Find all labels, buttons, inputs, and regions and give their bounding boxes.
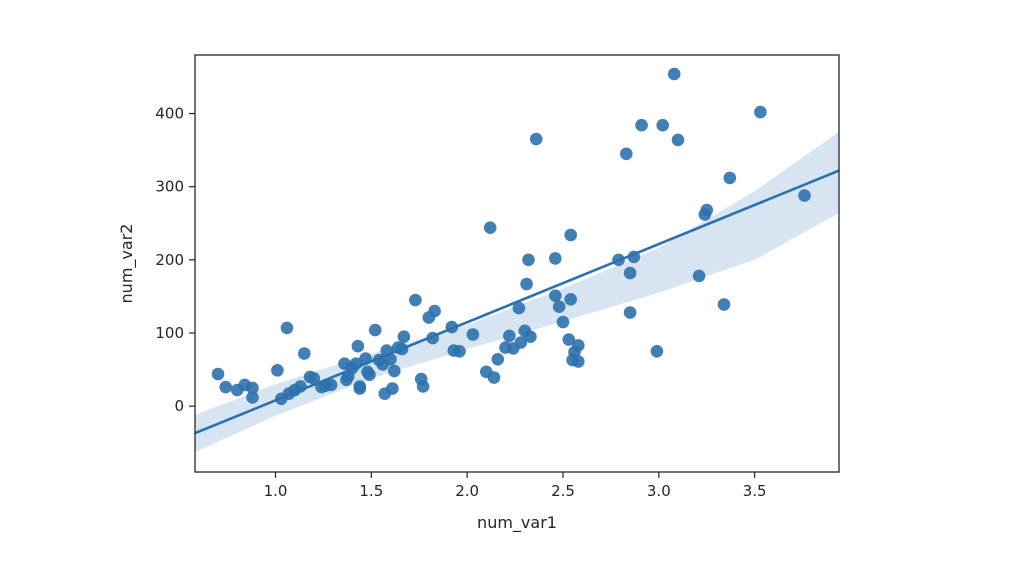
data-point — [280, 321, 294, 335]
data-point — [552, 300, 566, 314]
data-point — [416, 380, 430, 393]
data-point — [298, 347, 311, 360]
x-tick-label: 2.5 — [551, 482, 575, 500]
data-point — [520, 277, 533, 291]
data-point — [549, 252, 562, 265]
data-point — [409, 293, 422, 307]
data-point — [351, 339, 365, 353]
data-point — [324, 378, 338, 392]
data-point — [529, 132, 543, 146]
data-point — [453, 345, 466, 358]
x-tick-label: 1.0 — [264, 482, 288, 500]
regression-line-layer — [195, 169, 839, 435]
confidence-band-layer — [195, 131, 839, 453]
data-point — [667, 67, 681, 81]
data-point — [483, 221, 497, 234]
data-point — [491, 353, 505, 366]
data-point — [620, 147, 633, 161]
data-point — [564, 228, 577, 242]
data-point — [635, 118, 648, 132]
x-axis-label: num_var1 — [477, 513, 557, 533]
x-tick-label: 3.5 — [743, 482, 767, 500]
data-point — [572, 355, 585, 368]
data-point — [487, 371, 501, 384]
regression-line — [195, 169, 839, 435]
data-point — [363, 368, 376, 382]
data-point — [503, 329, 516, 343]
y-tick-label: 0 — [174, 397, 184, 415]
data-point — [692, 269, 706, 283]
data-point — [564, 293, 577, 306]
y-tick-label: 100 — [155, 324, 184, 342]
data-point — [723, 171, 737, 185]
data-point — [562, 333, 576, 346]
x-axis-ticks: 1.0 1.5 2.0 2.5 3.0 3.5 — [264, 472, 767, 500]
data-point — [271, 364, 284, 377]
data-point — [368, 323, 382, 337]
y-tick-label: 300 — [155, 178, 184, 196]
axes-frame — [194, 54, 840, 473]
x-tick-label: 1.5 — [359, 482, 383, 500]
data-point — [556, 315, 570, 329]
data-point — [623, 266, 637, 280]
data-point — [512, 301, 526, 315]
y-tick-label: 200 — [155, 251, 184, 269]
y-tick-label: 400 — [155, 105, 184, 123]
data-point — [211, 367, 225, 381]
data-point — [397, 330, 411, 344]
y-axis-ticks: 0 100 200 300 400 — [155, 105, 195, 415]
data-point — [549, 289, 562, 303]
x-tick-label: 2.0 — [455, 482, 479, 500]
data-point — [428, 304, 441, 318]
data-point — [307, 372, 321, 385]
data-point — [700, 203, 714, 217]
data-point — [671, 133, 685, 147]
data-point — [650, 345, 664, 358]
data-point — [524, 330, 537, 344]
y-axis-label: num_var2 — [117, 224, 137, 304]
data-point — [798, 189, 811, 202]
x-tick-label: 3.0 — [647, 482, 671, 500]
data-point — [717, 298, 731, 311]
data-point — [522, 253, 535, 267]
data-point — [246, 381, 259, 395]
data-point — [514, 336, 528, 349]
data-point — [386, 382, 399, 395]
data-point — [466, 328, 480, 341]
data-point — [219, 380, 232, 394]
confidence-band — [195, 131, 839, 453]
data-point — [353, 382, 367, 395]
data-point — [754, 105, 767, 119]
data-point — [246, 391, 259, 404]
data-point — [656, 118, 669, 132]
data-point — [572, 339, 585, 352]
data-point — [388, 364, 401, 378]
data-point — [623, 306, 637, 319]
